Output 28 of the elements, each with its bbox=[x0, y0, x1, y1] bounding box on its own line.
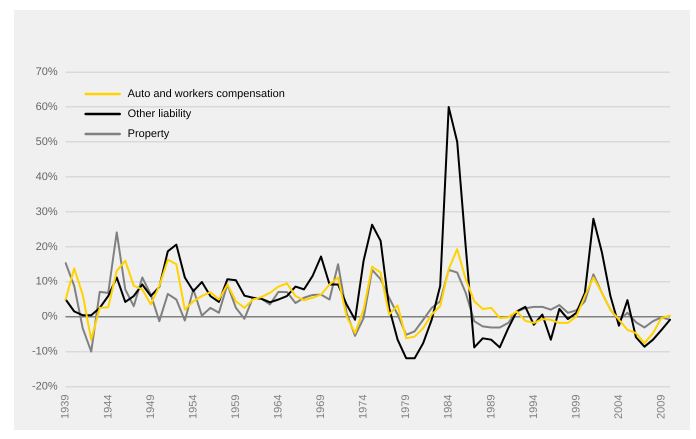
x-tick-label: 1969 bbox=[315, 394, 328, 420]
x-tick-label: 1944 bbox=[102, 394, 114, 420]
y-tick-label: 40% bbox=[36, 170, 58, 183]
x-tick-label: 1984 bbox=[442, 394, 455, 420]
y-tick-label: -20% bbox=[32, 380, 58, 393]
x-tick-label: 1959 bbox=[230, 394, 242, 420]
y-tick-label: 0% bbox=[42, 310, 58, 323]
x-tick-label: 1989 bbox=[485, 394, 498, 420]
y-tick-label: 60% bbox=[36, 100, 58, 113]
legend-label: Other liability bbox=[128, 108, 192, 120]
y-tick-label: 70% bbox=[36, 66, 58, 78]
x-tick-label: 1994 bbox=[528, 394, 540, 420]
x-tick-label: 1949 bbox=[144, 394, 157, 420]
y-tick-label: 20% bbox=[36, 240, 58, 253]
x-tick-label: 1954 bbox=[187, 394, 200, 420]
legend-label: Property bbox=[128, 128, 170, 140]
x-tick-label: 1974 bbox=[358, 394, 370, 420]
x-tick-label: 2004 bbox=[612, 394, 625, 420]
x-tick-label: 1999 bbox=[570, 394, 582, 420]
x-tick-label: 2009 bbox=[656, 394, 668, 420]
legend-label: Auto and workers compensation bbox=[128, 88, 285, 100]
y-tick-label: 30% bbox=[36, 206, 58, 218]
x-tick-label: 1979 bbox=[400, 394, 412, 420]
y-tick-label: -10% bbox=[32, 346, 58, 358]
y-tick-label: 50% bbox=[36, 136, 58, 148]
x-tick-label: 1939 bbox=[60, 394, 72, 420]
y-tick-label: 10% bbox=[36, 276, 58, 288]
x-tick-label: 1964 bbox=[272, 394, 284, 420]
